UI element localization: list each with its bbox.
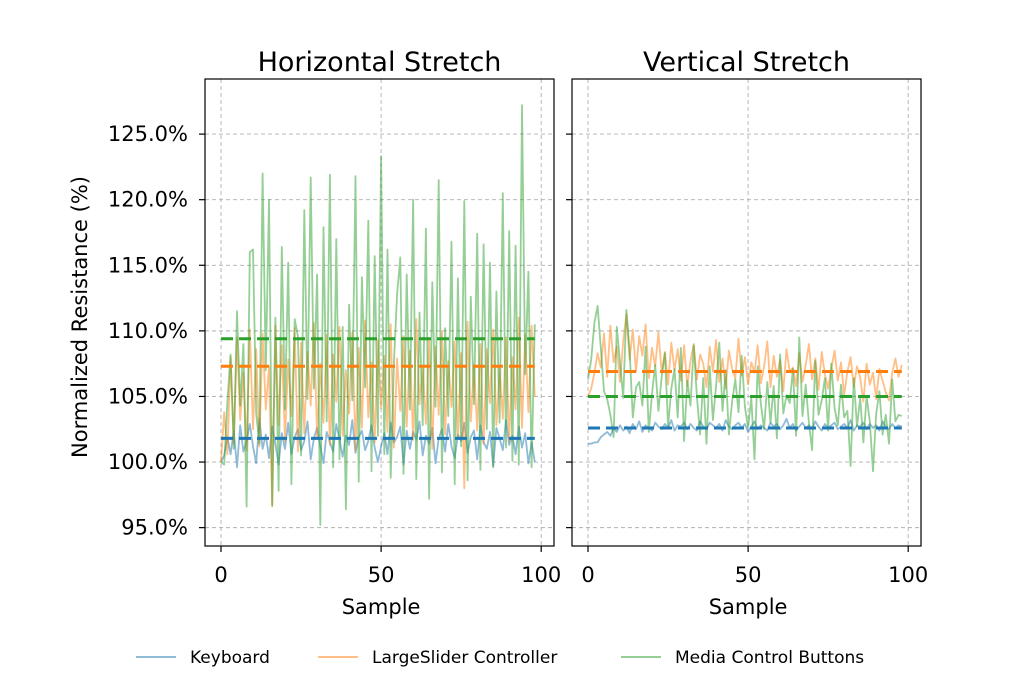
xtick-label-0: 0 bbox=[581, 563, 594, 587]
legend-label-slider: LargeSlider Controller bbox=[372, 648, 557, 668]
series-line-media bbox=[220, 104, 536, 526]
legend: Keyboard LargeSlider Controller Media Cont… bbox=[136, 648, 864, 668]
panel-vertical-stretch: 0 50 100 Vertical Stretch Sample bbox=[566, 47, 928, 619]
ytick-label-100: 100.0% bbox=[108, 450, 188, 474]
panel-horizontal-stretch: 0 50 100 Horizontal Stretch Sample bbox=[199, 47, 561, 619]
x-axis-label-right: Sample bbox=[709, 595, 788, 619]
ytick-label-110: 110.0% bbox=[108, 319, 188, 343]
ytick-label-105: 105.0% bbox=[108, 384, 188, 408]
ytick-label-95: 95.0% bbox=[121, 516, 188, 540]
legend-label-keyboard: Keyboard bbox=[190, 648, 270, 668]
ytick-label-125: 125.0% bbox=[108, 122, 188, 146]
ytick-label-120: 120.0% bbox=[108, 188, 188, 212]
xtick-label-100: 100 bbox=[888, 563, 928, 587]
series-line-media bbox=[587, 304, 903, 473]
y-axis: 95.0% 100.0% 105.0% 110.0% 115.0% 120.0% 125.0… bbox=[68, 122, 188, 540]
axes-frame-right bbox=[571, 78, 922, 547]
panel-title-right: Vertical Stretch bbox=[643, 47, 850, 78]
xtick-label-50: 50 bbox=[735, 563, 762, 587]
series-line-slider bbox=[587, 312, 903, 403]
ytick-label-115: 115.0% bbox=[108, 253, 188, 277]
x-axis-label-left: Sample bbox=[342, 595, 421, 619]
xtick-label-50: 50 bbox=[368, 563, 395, 587]
xtick-label-0: 0 bbox=[214, 563, 227, 587]
axes-frame-left bbox=[204, 78, 555, 547]
series-line-keyboard bbox=[588, 417, 903, 445]
legend-label-media: Media Control Buttons bbox=[675, 648, 864, 668]
panel-title-left: Horizontal Stretch bbox=[258, 47, 502, 78]
xtick-label-100: 100 bbox=[521, 563, 561, 587]
y-axis-label: Normalized Resistance (%) bbox=[68, 176, 92, 458]
